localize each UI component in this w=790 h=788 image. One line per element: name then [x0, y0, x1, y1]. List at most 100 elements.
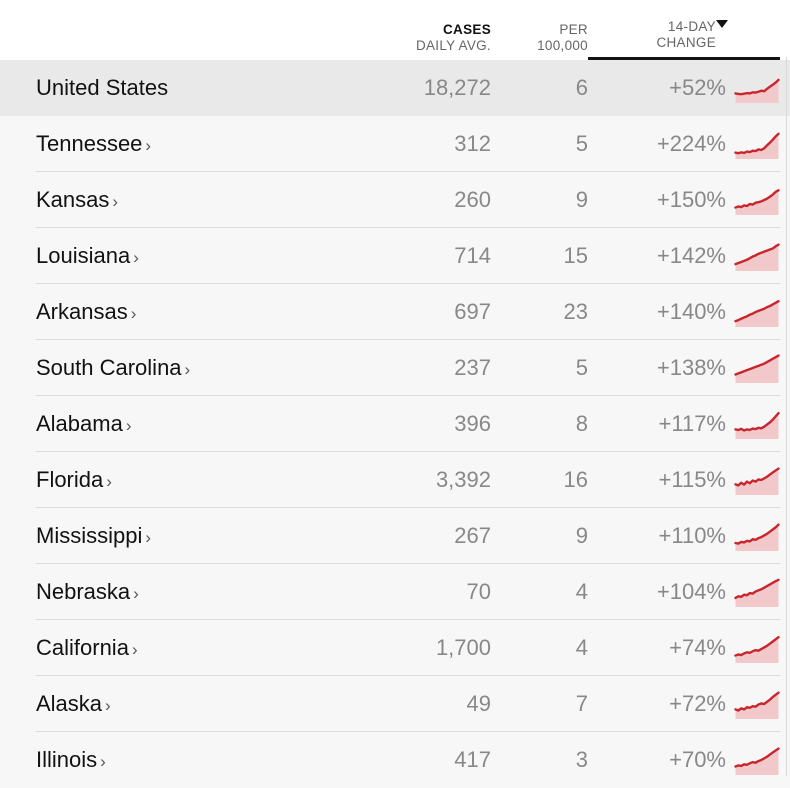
table-row[interactable]: Louisiana › 714 15 +142%: [0, 228, 790, 284]
cell-place[interactable]: Kansas ›: [8, 187, 388, 213]
cell-cases-daily-avg: 3,392: [435, 467, 491, 492]
table-row[interactable]: Alabama › 396 8 +117%: [0, 396, 790, 452]
column-header-per-100k[interactable]: PER 100,000: [491, 22, 588, 60]
cell-cases-daily-avg: 70: [466, 579, 491, 604]
cell-14-day-change: +140%: [588, 297, 780, 327]
place-name: South Carolina: [36, 355, 182, 380]
cell-place[interactable]: Alaska ›: [8, 691, 388, 717]
caret-down-icon[interactable]: [716, 20, 728, 28]
place-name: Alabama: [36, 411, 123, 436]
change-percent: +140%: [656, 299, 726, 324]
cell-per-100k: 9: [575, 523, 588, 548]
cell-per-100k: 6: [575, 75, 588, 100]
sparkline-chart: [734, 189, 780, 215]
change-percent: +224%: [656, 131, 726, 156]
change-percent: +70%: [669, 747, 726, 772]
table-row[interactable]: Alaska › 49 7 +72%: [0, 676, 790, 732]
table-row[interactable]: United States 18,272 6 +52%: [0, 60, 790, 116]
cell-place[interactable]: Alabama ›: [8, 411, 388, 437]
column-header-change-line1: 14-DAY: [667, 19, 716, 34]
change-percent: +150%: [656, 187, 726, 212]
place-name: Kansas: [36, 187, 110, 212]
cell-per-100k: 23: [563, 299, 588, 324]
table-row[interactable]: Illinois › 417 3 +70%: [0, 732, 790, 788]
place-name: Louisiana: [36, 243, 131, 268]
cell-cases-daily-avg: 396: [454, 411, 491, 436]
cell-cases-daily-avg: 18,272: [423, 75, 491, 100]
change-percent: +117%: [658, 411, 726, 436]
change-percent: +104%: [656, 579, 726, 604]
sparkline-chart: [734, 578, 780, 607]
table-body: United States 18,272 6 +52% Tennessee › 312 5 +2…: [0, 60, 790, 788]
cell-14-day-change: +117%: [588, 409, 780, 439]
change-percent: +138%: [656, 355, 726, 380]
cell-place[interactable]: Illinois ›: [8, 747, 388, 773]
place-name: California: [36, 635, 129, 660]
cell-place[interactable]: Nebraska ›: [8, 579, 388, 605]
cell-place[interactable]: South Carolina ›: [8, 355, 388, 381]
cell-place[interactable]: Louisiana ›: [8, 243, 388, 269]
cell-per-100k: 4: [575, 579, 588, 604]
place-name: United States: [36, 75, 169, 100]
cell-place[interactable]: United States: [8, 75, 388, 101]
place-name: Nebraska: [36, 579, 131, 604]
table-row[interactable]: California › 1,700 4 +74%: [0, 620, 790, 676]
cell-14-day-change: +142%: [588, 241, 780, 271]
cell-per-100k: 5: [575, 355, 588, 380]
change-percent: +115%: [658, 467, 726, 492]
change-percent: +52%: [669, 75, 726, 100]
cell-cases-daily-avg: 267: [454, 523, 491, 548]
column-header-cases-line2: DAILY AVG.: [415, 38, 491, 53]
sparkline-chart: [734, 747, 780, 775]
cell-cases-daily-avg: 49: [466, 691, 491, 716]
cell-cases-daily-avg: 417: [454, 747, 491, 772]
cell-per-100k: 15: [563, 243, 588, 268]
cell-cases-daily-avg: 260: [454, 187, 491, 212]
cell-14-day-change: +70%: [588, 745, 780, 775]
sparkline-chart: [734, 132, 780, 159]
cell-14-day-change: +52%: [588, 73, 780, 103]
cell-per-100k: 16: [563, 467, 588, 492]
cell-14-day-change: +138%: [588, 353, 780, 383]
cell-14-day-change: +104%: [588, 577, 780, 607]
table-row[interactable]: Mississippi › 267 9 +110%: [0, 508, 790, 564]
sparkline-chart: [734, 78, 780, 103]
chevron-right-icon: ›: [133, 584, 139, 603]
table-row[interactable]: Arkansas › 697 23 +140%: [0, 284, 790, 340]
vertical-scrollbar-rail[interactable]: [786, 57, 787, 776]
chevron-right-icon: ›: [130, 304, 137, 323]
chevron-right-icon: ›: [125, 416, 132, 435]
cell-per-100k: 5: [575, 131, 588, 156]
cell-place[interactable]: Mississippi ›: [8, 523, 388, 549]
place-name: Florida: [36, 467, 104, 492]
place-name: Tennessee: [36, 131, 143, 156]
cell-cases-daily-avg: 714: [454, 243, 491, 268]
place-name: Illinois: [36, 747, 98, 772]
cell-14-day-change: +150%: [588, 185, 780, 215]
sparkline-chart: [734, 243, 780, 271]
table-row[interactable]: Tennessee › 312 5 +224%: [0, 116, 790, 172]
table-row[interactable]: Kansas › 260 9 +150%: [0, 172, 790, 228]
cell-cases-daily-avg: 237: [454, 355, 491, 380]
table-row[interactable]: Nebraska › 70 4 +104%: [0, 564, 790, 620]
cell-per-100k: 8: [575, 411, 588, 436]
cell-place[interactable]: California ›: [8, 635, 388, 661]
cell-cases-daily-avg: 1,700: [435, 635, 491, 660]
cell-place[interactable]: Florida ›: [8, 467, 388, 493]
cell-per-100k: 9: [575, 187, 588, 212]
cell-cases-daily-avg: 312: [454, 131, 491, 156]
column-header-cases[interactable]: CASES DAILY AVG.: [388, 22, 491, 60]
chevron-right-icon: ›: [184, 360, 191, 379]
table-row[interactable]: Florida › 3,392 16 +115%: [0, 452, 790, 508]
cell-14-day-change: +74%: [588, 633, 780, 663]
cell-place[interactable]: Arkansas ›: [8, 299, 388, 325]
cell-14-day-change: +115%: [588, 465, 780, 495]
chevron-right-icon: ›: [105, 696, 111, 715]
column-header-per-line1: PER: [559, 22, 588, 37]
column-header-change-line2: CHANGE: [656, 35, 716, 50]
column-header-14-day-change[interactable]: 14-DAY CHANGE: [588, 19, 780, 60]
table-header-row: CASES DAILY AVG. PER 100,000 14-DAY CHAN…: [0, 0, 790, 60]
chevron-right-icon: ›: [131, 640, 138, 659]
cell-place[interactable]: Tennessee ›: [8, 131, 388, 157]
table-row[interactable]: South Carolina › 237 5 +138%: [0, 340, 790, 396]
